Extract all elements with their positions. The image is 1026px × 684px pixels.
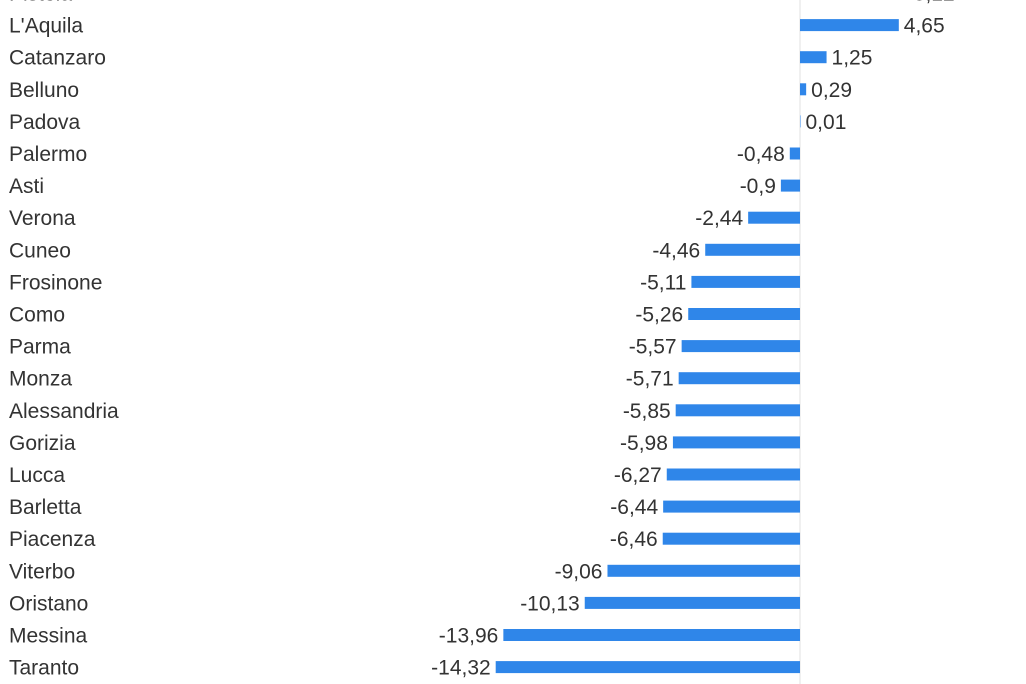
- bar: [675, 404, 800, 417]
- category-label: Como: [9, 304, 65, 327]
- category-label: Gorizia: [9, 432, 76, 455]
- value-label: 5,12: [914, 0, 955, 6]
- category-label: Frosinone: [9, 271, 102, 294]
- category-label: Monza: [9, 368, 72, 391]
- value-label: -2,44: [695, 207, 743, 230]
- bar: [780, 179, 801, 192]
- category-label: Cuneo: [9, 239, 71, 262]
- category-label: Piacenza: [9, 528, 96, 551]
- bar: [678, 372, 800, 385]
- bar: [748, 211, 800, 224]
- bar: [662, 532, 801, 545]
- bar: [705, 243, 801, 256]
- category-label: Lucca: [9, 464, 65, 487]
- bar: [672, 436, 800, 449]
- category-label: Verona: [9, 207, 76, 230]
- bar: [789, 147, 800, 160]
- value-label: -0,9: [740, 175, 776, 198]
- value-label: -9,06: [555, 560, 603, 583]
- bar: [584, 596, 800, 609]
- value-label: 0,29: [811, 79, 852, 102]
- bar: [800, 83, 807, 96]
- category-label: Padova: [9, 111, 81, 134]
- value-label: -6,44: [610, 496, 658, 519]
- bar: [503, 629, 800, 641]
- bar: [800, 19, 899, 32]
- category-label: Oristano: [9, 592, 88, 615]
- category-label: Palermo: [9, 143, 87, 166]
- category-label: Parma: [9, 336, 71, 359]
- value-label: -5,85: [623, 400, 671, 423]
- category-label: Taranto: [9, 657, 79, 680]
- category-label: Catanzaro: [9, 47, 106, 70]
- category-labels: Pistoia L'Aquila Catanzaro Belluno Padova Pal…: [9, 0, 119, 680]
- bar: [663, 500, 800, 513]
- bar: [800, 115, 801, 128]
- bar: [666, 468, 800, 481]
- bar: [495, 661, 800, 674]
- category-label: L'Aquila: [9, 15, 83, 38]
- bar: [607, 564, 801, 577]
- value-label: -0,48: [737, 143, 785, 166]
- bar: [688, 308, 800, 320]
- value-label: -5,57: [629, 336, 677, 359]
- value-label: -5,26: [635, 304, 683, 327]
- bars: [495, 19, 899, 674]
- category-label: Alessandria: [9, 400, 119, 423]
- category-label: Viterbo: [9, 560, 75, 583]
- bar: [691, 275, 800, 288]
- bar: [681, 340, 800, 353]
- value-label: -6,46: [610, 528, 658, 551]
- value-label: 4,65: [904, 15, 945, 38]
- category-label: Messina: [9, 625, 88, 648]
- value-label: -10,13: [520, 592, 580, 615]
- category-label: Asti: [9, 175, 44, 198]
- value-label: -13,96: [439, 625, 499, 648]
- category-label: Belluno: [9, 79, 79, 102]
- value-label: -6,27: [614, 464, 662, 487]
- value-label: -5,98: [620, 432, 668, 455]
- bar: [800, 51, 827, 64]
- value-label: 0,01: [806, 111, 847, 134]
- value-label: -4,46: [652, 239, 700, 262]
- value-label: -5,11: [640, 271, 686, 294]
- category-label: Pistoia: [9, 0, 72, 6]
- value-label: 1,25: [832, 47, 873, 70]
- category-label: Barletta: [9, 496, 82, 519]
- value-labels: 5,12 4,65 1,25 0,29 0,01 -0,48 -0,9 -2,44 -4,46 -…: [431, 0, 955, 680]
- value-label: -5,71: [626, 368, 674, 391]
- value-label: -14,32: [431, 657, 491, 680]
